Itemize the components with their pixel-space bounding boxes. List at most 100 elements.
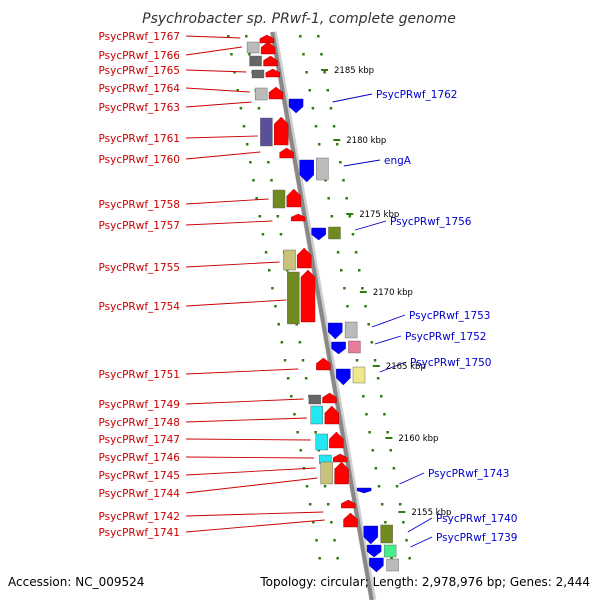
reverse-gene-arrow [288,98,304,114]
track-dot [312,521,315,524]
track-dot [249,161,252,164]
right-leader-line [374,335,402,345]
cog-box [328,226,341,240]
track-dot [308,89,311,92]
kbp-tick-label: 2175 kbp [359,210,399,220]
track-dot [370,341,374,344]
left-gene-label: PsycPRwf_1748 [99,417,181,429]
kbp-tick-label: 2180 kbp [346,136,386,146]
gene-feature-track [259,34,384,573]
cog-box [249,55,262,67]
track-dot [267,161,270,164]
track-dot [405,539,408,542]
track-dot [335,143,339,146]
track-dot [230,53,233,56]
cog-box [260,117,273,147]
track-dot [330,215,334,218]
left-gene-label: PsycPRwf_1767 [99,31,181,43]
track-dot [248,53,251,56]
forward-gene-arrow [291,213,306,222]
track-dot [362,395,365,398]
track-dot [293,413,296,416]
forward-gene-arrow [265,68,281,78]
left-leader-line [185,417,307,423]
left-leader-line [185,87,250,93]
left-gene-label: PsycPRwf_1758 [99,199,181,211]
track-dot [380,503,384,506]
left-leader-line [185,467,316,476]
left-leader-line [185,511,324,517]
left-leader-line [185,261,280,268]
track-dot [326,503,330,506]
track-dot [377,485,381,488]
right-gene-label: PsycPRwf_1743 [428,468,510,480]
track-dot [343,287,346,290]
track-dot [261,233,265,236]
track-dot [276,215,280,218]
cog-box [254,87,268,101]
forward-gene-arrow [333,453,348,463]
left-gene-label: PsycPRwf_1757 [99,220,181,232]
track-dot [339,161,342,164]
kbp-ticks: 2185 kbp 2180 kbp 2175 kbp 2170 kbp 2165 kbp… [321,66,451,518]
right-gene-label: PsycPRwf_1753 [409,310,491,322]
cog-box [251,69,265,79]
cog-box [348,340,361,354]
forward-gene-arrow [324,405,339,425]
track-dot [383,413,386,416]
cog-box [352,366,366,384]
track-dot [286,377,290,380]
cog-box [308,394,322,405]
track-dot [299,35,302,38]
track-dot [361,287,364,290]
track-dot [245,35,248,38]
left-gene-label: PsycPRwf_1744 [99,488,181,500]
kbp-tick-label: 2185 kbp [334,66,374,76]
track-dot [320,53,323,56]
left-leader-line [185,299,287,307]
genome-summary: Topology: circular; Length: 2,978,976 bp… [259,575,590,589]
reverse-gene-arrow [336,368,351,386]
forward-gene-arrow [300,269,316,323]
track-dot [376,377,380,380]
track-dot [311,107,315,110]
cog-box [315,433,328,451]
track-dot [342,179,345,182]
track-dot [283,359,287,362]
left-gene-label: PsycPRwf_1766 [99,50,181,62]
kbp-tick-label: 2155 kbp [411,508,451,518]
track-dot [264,251,268,254]
kbp-tick-label: 2165 kbp [386,362,426,372]
track-dot [245,143,249,146]
left-gene-label: PsycPRwf_1751 [99,369,181,381]
track-dot [324,179,327,182]
forward-gene-arrow [296,247,312,269]
track-dot [239,107,243,110]
track-dot [301,359,305,362]
forward-gene-arrow [268,86,284,100]
forward-gene-arrow [334,461,349,485]
track-dot [348,215,352,218]
reverse-gene-arrow [369,557,384,573]
right-gene-label: PsycPRwf_1750 [410,357,492,369]
track-dot [384,521,387,524]
kbp-tick-label: 2170 kbp [373,288,413,298]
label-leader-lines [185,35,433,548]
track-dot [398,503,402,506]
track-dot [305,485,309,488]
left-gene-label: PsycPRwf_1763 [99,102,181,114]
left-leader-line [185,220,273,226]
cog-box [386,558,399,572]
track-dot [286,269,289,272]
track-dot [392,467,396,470]
track-dot [270,179,273,182]
track-dot [290,395,293,398]
cog-box [246,41,260,54]
right-leader-line [371,314,406,328]
forward-gene-arrow [263,55,278,67]
cog-box [320,461,333,485]
right-leader-line [407,517,433,533]
right-gene-label: PsycPRwf_1739 [436,532,518,544]
track-dot [367,323,370,326]
track-dot [279,233,283,236]
